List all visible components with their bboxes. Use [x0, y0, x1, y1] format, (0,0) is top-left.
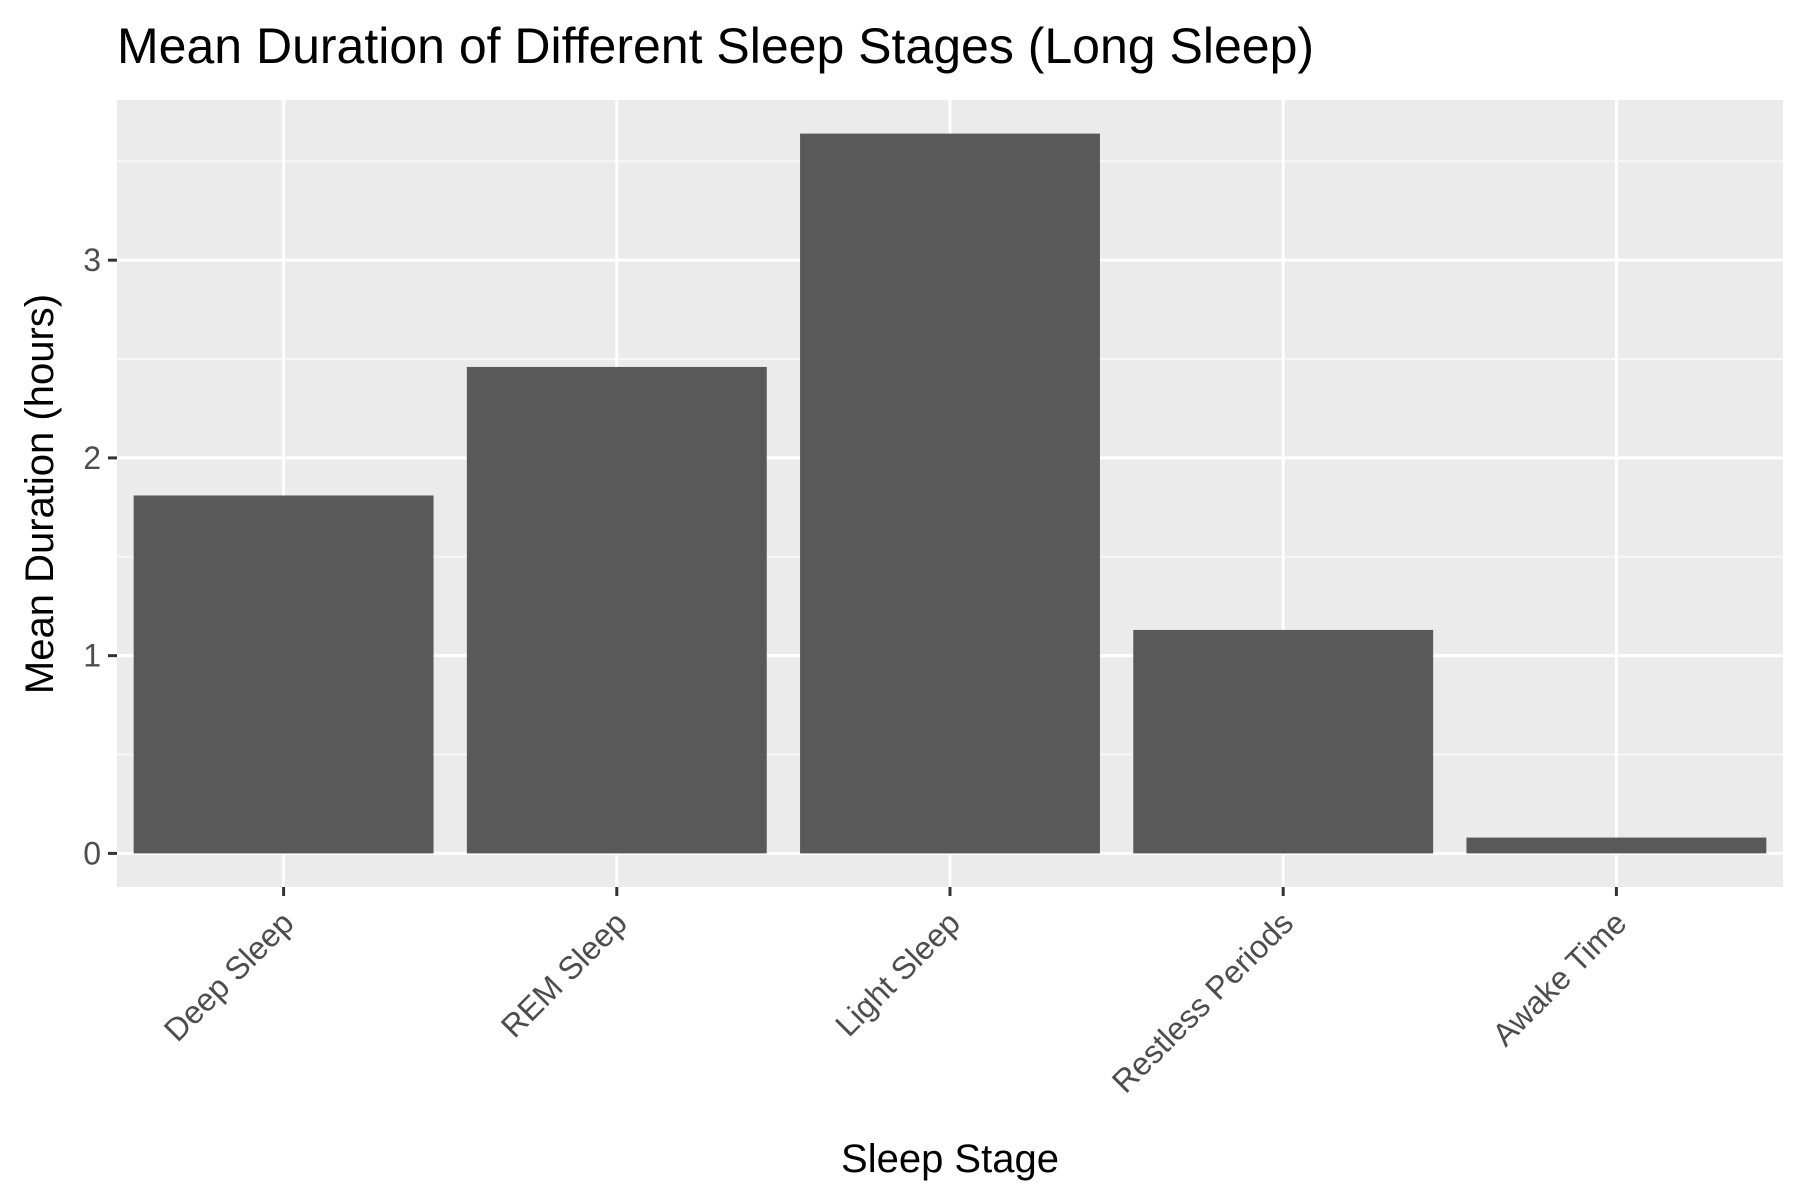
x-tick-label: Restless Periods	[1105, 904, 1300, 1099]
y-axis-title: Mean Duration (hours)	[18, 294, 62, 694]
y-tick-label: 0	[83, 835, 101, 871]
y-tick-label: 3	[83, 242, 101, 278]
bar-restless-periods	[1133, 629, 1434, 854]
bars-group	[133, 133, 1767, 854]
y-axis: 0 1 2 3	[83, 242, 117, 871]
x-tick-label: REM Sleep	[494, 904, 634, 1044]
chart-title: Mean Duration of Different Sleep Stages …	[117, 18, 1314, 74]
y-tick-label: 1	[83, 638, 101, 674]
bar-deep-sleep	[133, 495, 434, 854]
x-axis-title: Sleep Stage	[841, 1137, 1059, 1181]
x-tick-label: Deep Sleep	[157, 904, 301, 1048]
x-axis: Deep Sleep REM Sleep Light Sleep Restless P…	[157, 887, 1633, 1100]
bar-light-sleep	[800, 133, 1100, 854]
x-tick-label: Awake Time	[1485, 904, 1633, 1052]
bar-rem-sleep	[466, 366, 767, 854]
bar-awake-time	[1466, 837, 1767, 854]
x-tick-label: Light Sleep	[828, 904, 967, 1043]
y-tick-label: 2	[83, 440, 101, 476]
